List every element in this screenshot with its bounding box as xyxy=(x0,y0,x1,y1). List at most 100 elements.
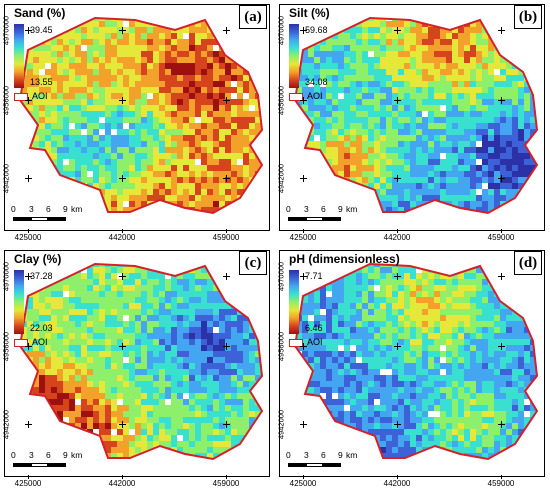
y-tick-label: 4942000 xyxy=(276,409,286,440)
grid-cross xyxy=(501,175,502,182)
scale-bar-label: 0 xyxy=(11,450,16,460)
grid-cross xyxy=(122,273,123,280)
y-tick-label: 4970000 xyxy=(1,15,11,46)
map-panel-ph: pH (dimensionless) (d) 7.71 6.46 AOI 0 3 6 9 km 42… xyxy=(275,246,550,491)
scale-bar-segment xyxy=(288,463,306,467)
y-tick-label: 4956000 xyxy=(1,331,11,362)
grid-cross xyxy=(122,343,123,350)
x-tick-label: 442000 xyxy=(108,233,136,242)
grid-cross xyxy=(28,421,29,428)
scale-bar-label: 3 xyxy=(304,450,309,460)
scale-bar-segment xyxy=(31,463,48,467)
x-tick-label: 442000 xyxy=(383,233,411,242)
map-title: Sand (%) xyxy=(14,6,66,20)
x-tick-mark xyxy=(122,475,123,479)
grid-cross xyxy=(226,421,227,428)
y-tick-label: 4970000 xyxy=(276,261,286,292)
scale-bar-label: 6 xyxy=(46,204,51,214)
panel-label: (c) xyxy=(239,251,267,275)
legend-min-value: 6.46 xyxy=(305,323,323,333)
scale-bar-segment xyxy=(48,217,66,221)
map-panel-clay: Clay (%) (c) 37.28 22.03 AOI 0 3 6 9 km 425000 4420… xyxy=(0,246,275,491)
grid-cross xyxy=(122,421,123,428)
grid-cross xyxy=(28,97,29,104)
scale-bar-label: 6 xyxy=(46,450,51,460)
x-tick-mark xyxy=(28,229,29,233)
scale-bar-segment xyxy=(306,217,323,221)
x-tick-mark xyxy=(28,475,29,479)
x-tick-mark xyxy=(501,229,502,233)
y-tick-label: 4970000 xyxy=(276,15,286,46)
grid-cross xyxy=(501,421,502,428)
x-tick-mark xyxy=(122,229,123,233)
scale-bar-label: 0 xyxy=(11,204,16,214)
aoi-legend-swatch xyxy=(14,93,28,101)
x-tick-mark xyxy=(397,475,398,479)
grid-cross xyxy=(28,273,29,280)
scale-bar-unit: km xyxy=(71,204,83,214)
grid-cross xyxy=(122,175,123,182)
legend-min-value: 34.08 xyxy=(305,77,328,87)
scale-bar-segment xyxy=(288,217,306,221)
aoi-legend-label: AOI xyxy=(32,337,48,347)
scale-bar-segment xyxy=(13,217,31,221)
aoi-legend-swatch xyxy=(289,339,303,347)
aoi-legend-swatch xyxy=(289,93,303,101)
grid-cross xyxy=(397,273,398,280)
panel-label: (a) xyxy=(239,5,267,29)
scale-bar-label: 9 xyxy=(338,204,343,214)
scale-bar-labels: 0 3 6 9 xyxy=(286,450,366,461)
x-tick-mark xyxy=(303,475,304,479)
grid-cross xyxy=(28,175,29,182)
panel-label: (b) xyxy=(514,5,542,29)
grid-cross xyxy=(397,97,398,104)
scale-bar-segment xyxy=(48,463,66,467)
legend-max-value: 37.28 xyxy=(30,271,53,281)
scale-bar-segment xyxy=(323,217,341,221)
scale-bar-label: 9 xyxy=(338,450,343,460)
grid-cross xyxy=(226,97,227,104)
scale-bar-unit: km xyxy=(346,204,358,214)
legend-max-value: 7.71 xyxy=(305,271,323,281)
grid-cross xyxy=(303,273,304,280)
x-tick-label: 425000 xyxy=(289,233,317,242)
scale-bar-label: 6 xyxy=(321,204,326,214)
scale-bar-label: 3 xyxy=(29,450,34,460)
x-tick-mark xyxy=(226,475,227,479)
grid-cross xyxy=(303,343,304,350)
aoi-legend-swatch xyxy=(14,339,28,347)
x-tick-label: 459000 xyxy=(212,233,240,242)
legend-max-value: 39.45 xyxy=(30,25,53,35)
raster-map xyxy=(18,262,264,461)
grid-cross xyxy=(397,27,398,34)
y-tick-label: 4956000 xyxy=(276,85,286,116)
x-tick-mark xyxy=(501,475,502,479)
y-tick-label: 4942000 xyxy=(276,163,286,194)
scale-bar-label: 9 xyxy=(63,204,68,214)
legend-color-ramp xyxy=(14,24,24,88)
aoi-legend-label: AOI xyxy=(307,337,323,347)
x-tick-mark xyxy=(226,229,227,233)
raster-map xyxy=(18,16,264,215)
scale-bar-label: 3 xyxy=(304,204,309,214)
grid-cross xyxy=(501,343,502,350)
scale-bar-segment xyxy=(306,463,323,467)
x-tick-label: 442000 xyxy=(108,479,136,488)
scale-bar-label: 0 xyxy=(286,204,291,214)
grid-cross xyxy=(28,343,29,350)
scale-bar-segment xyxy=(323,463,341,467)
map-title: Clay (%) xyxy=(14,252,62,266)
panel-label: (d) xyxy=(514,251,542,275)
legend-color-ramp xyxy=(289,270,299,334)
grid-cross xyxy=(501,273,502,280)
x-tick-label: 459000 xyxy=(487,479,515,488)
grid-cross xyxy=(226,175,227,182)
scale-bar-unit: km xyxy=(71,450,83,460)
y-tick-label: 4956000 xyxy=(1,85,11,116)
x-tick-label: 425000 xyxy=(14,479,42,488)
scale-bar-labels: 0 3 6 9 xyxy=(11,450,91,461)
grid-cross xyxy=(397,421,398,428)
x-tick-label: 425000 xyxy=(289,479,317,488)
map-title: Silt (%) xyxy=(289,6,330,20)
y-tick-label: 4942000 xyxy=(1,409,11,440)
